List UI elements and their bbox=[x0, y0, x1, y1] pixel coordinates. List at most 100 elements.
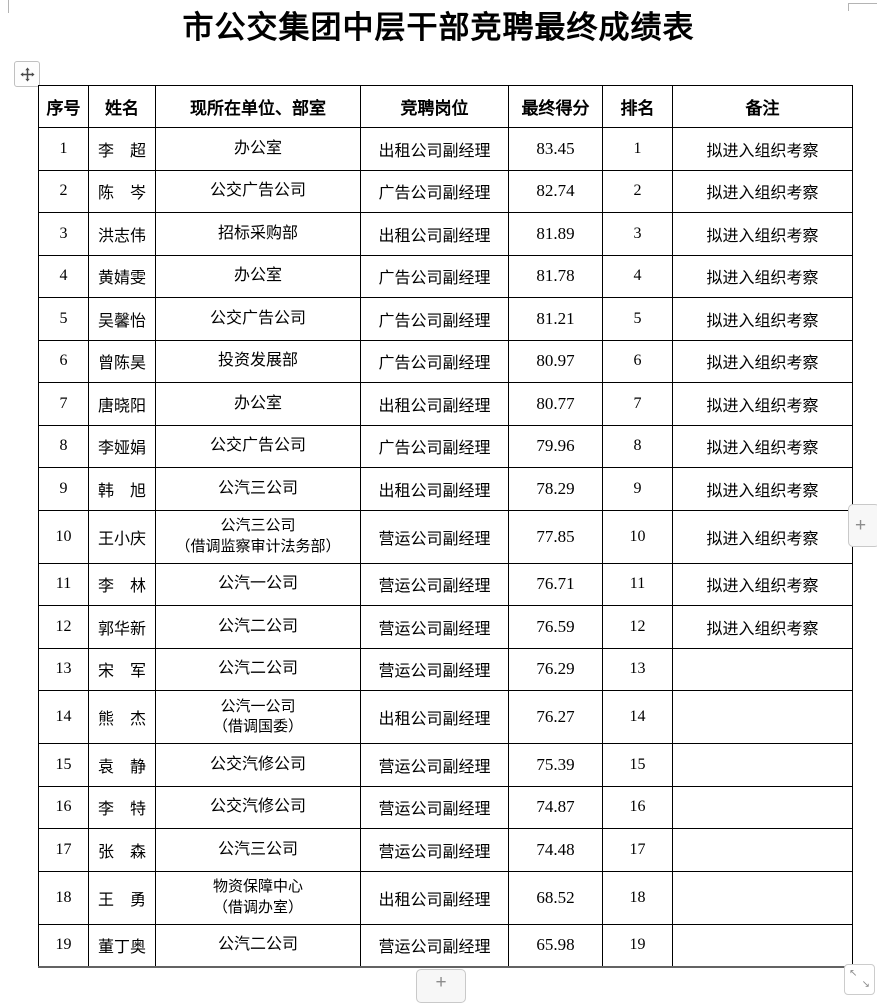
cell-name: 唐晓阳 bbox=[88, 382, 156, 426]
cell-score: 79.96 bbox=[508, 424, 603, 468]
cell-position: 广告公司副经理 bbox=[360, 424, 509, 468]
cell-score: 75.39 bbox=[508, 743, 603, 787]
cell-name: 李 特 bbox=[88, 785, 156, 829]
cell-name: 张 森 bbox=[88, 828, 156, 872]
cell-unit: 公汽一公司 bbox=[155, 562, 361, 606]
cell-score: 76.71 bbox=[508, 562, 603, 606]
add-column-button[interactable]: + bbox=[848, 504, 877, 547]
cell-name: 李 超 bbox=[88, 127, 156, 171]
cell-rank: 7 bbox=[602, 382, 673, 426]
cell-rank: 18 bbox=[602, 870, 673, 925]
cell-remark: 拟进入组织考察 bbox=[672, 212, 853, 256]
cell-score: 78.29 bbox=[508, 467, 603, 511]
cell-rank: 15 bbox=[602, 743, 673, 787]
table-row: 17 张 森公汽三公司 营运公司副经理 74.48 17 bbox=[38, 828, 853, 872]
table-row: 11 李 林公汽一公司 营运公司副经理 76.71 11 拟进入组织考察 bbox=[38, 562, 853, 606]
cell-no: 12 bbox=[38, 605, 89, 649]
cell-no: 11 bbox=[38, 562, 89, 606]
cell-name: 宋 军 bbox=[88, 647, 156, 691]
cell-remark bbox=[672, 647, 853, 691]
cell-position: 营运公司副经理 bbox=[360, 923, 509, 967]
cell-remark bbox=[672, 828, 853, 872]
arrow-up-left-icon: ↖ bbox=[849, 968, 858, 979]
cell-remark: 拟进入组织考察 bbox=[672, 297, 853, 341]
table-header-row: 序号 姓名 现所在单位、部室 竞聘岗位 最终得分 排名 备注 bbox=[38, 85, 853, 128]
cell-no: 10 bbox=[38, 509, 89, 564]
cell-rank: 16 bbox=[602, 785, 673, 829]
cell-remark: 拟进入组织考察 bbox=[672, 467, 853, 511]
table-row: 12 郭华新 公汽二公司 营运公司副经理 76.59 12 拟进入组织考察 bbox=[38, 605, 853, 649]
cell-unit: 办公室 bbox=[155, 127, 361, 171]
cell-rank: 12 bbox=[602, 605, 673, 649]
cell-rank: 8 bbox=[602, 424, 673, 468]
table-row: 16 李 特公交汽修公司 营运公司副经理 74.87 16 bbox=[38, 785, 853, 829]
cell-score: 76.59 bbox=[508, 605, 603, 649]
cell-no: 4 bbox=[38, 254, 89, 298]
cell-position: 营运公司副经理 bbox=[360, 828, 509, 872]
cell-position: 出租公司副经理 bbox=[360, 382, 509, 426]
cell-remark bbox=[672, 923, 853, 967]
cell-rank: 5 bbox=[602, 297, 673, 341]
cell-unit: 公汽一公司 （借调国委） bbox=[155, 690, 361, 744]
header-cell: 备注 bbox=[672, 85, 853, 128]
cell-remark: 拟进入组织考察 bbox=[672, 605, 853, 649]
cell-position: 营运公司副经理 bbox=[360, 785, 509, 829]
table-row: 6 曾陈昊 投资发展部 广告公司副经理 80.97 6 拟进入组织考察 bbox=[38, 339, 853, 383]
cell-unit: 公交广告公司 bbox=[155, 169, 361, 213]
cell-no: 5 bbox=[38, 297, 89, 341]
cell-name: 曾陈昊 bbox=[88, 339, 156, 383]
cell-unit: 公交汽修公司 bbox=[155, 785, 361, 829]
cell-remark bbox=[672, 785, 853, 829]
cell-score: 65.98 bbox=[508, 923, 603, 967]
table-row: 7 唐晓阳 办公室 出租公司副经理 80.77 7 拟进入组织考察 bbox=[38, 382, 853, 426]
cell-no: 1 bbox=[38, 127, 89, 171]
cell-score: 83.45 bbox=[508, 127, 603, 171]
cell-score: 76.27 bbox=[508, 690, 603, 744]
cell-no: 14 bbox=[38, 690, 89, 744]
cell-name: 陈 岑 bbox=[88, 169, 156, 213]
cell-rank: 2 bbox=[602, 169, 673, 213]
cell-position: 广告公司副经理 bbox=[360, 254, 509, 298]
header-cell: 最终得分 bbox=[508, 85, 603, 128]
cell-name: 李 林 bbox=[88, 562, 156, 606]
cell-remark: 拟进入组织考察 bbox=[672, 254, 853, 298]
cell-rank: 9 bbox=[602, 467, 673, 511]
cell-position: 营运公司副经理 bbox=[360, 562, 509, 606]
cell-no: 6 bbox=[38, 339, 89, 383]
cell-position: 出租公司副经理 bbox=[360, 127, 509, 171]
cell-unit: 公汽三公司 bbox=[155, 467, 361, 511]
cell-score: 81.78 bbox=[508, 254, 603, 298]
cell-unit: 公汽二公司 bbox=[155, 647, 361, 691]
cell-no: 17 bbox=[38, 828, 89, 872]
cell-rank: 17 bbox=[602, 828, 673, 872]
table-row: 5 吴馨怡 公交广告公司 广告公司副经理 81.21 5 拟进入组织考察 bbox=[38, 297, 853, 341]
cell-name: 韩 旭 bbox=[88, 467, 156, 511]
cell-score: 77.85 bbox=[508, 509, 603, 564]
cell-unit: 公汽二公司 bbox=[155, 605, 361, 649]
add-row-button[interactable]: + bbox=[416, 969, 466, 1003]
cell-rank: 11 bbox=[602, 562, 673, 606]
cell-remark bbox=[672, 690, 853, 744]
cell-no: 13 bbox=[38, 647, 89, 691]
cell-unit: 物资保障中心 （借调办室） bbox=[155, 870, 361, 925]
cell-score: 68.52 bbox=[508, 870, 603, 925]
page-margin-mark-left bbox=[8, 0, 9, 13]
cell-position: 出租公司副经理 bbox=[360, 212, 509, 256]
cell-no: 16 bbox=[38, 785, 89, 829]
cell-name: 吴馨怡 bbox=[88, 297, 156, 341]
cell-score: 74.48 bbox=[508, 828, 603, 872]
cell-remark bbox=[672, 743, 853, 787]
cell-score: 80.97 bbox=[508, 339, 603, 383]
cell-rank: 14 bbox=[602, 690, 673, 744]
table-resize-handle[interactable]: ↖ ↘ bbox=[844, 964, 875, 995]
table-move-handle[interactable] bbox=[14, 61, 40, 87]
header-cell: 序号 bbox=[38, 85, 89, 128]
cell-remark: 拟进入组织考察 bbox=[672, 339, 853, 383]
cell-name: 黄婧雯 bbox=[88, 254, 156, 298]
cell-name: 王 勇 bbox=[88, 870, 156, 925]
table-row: 4 黄婧雯 办公室 广告公司副经理 81.78 4 拟进入组织考察 bbox=[38, 254, 853, 298]
arrow-down-right-icon: ↘ bbox=[861, 979, 870, 990]
